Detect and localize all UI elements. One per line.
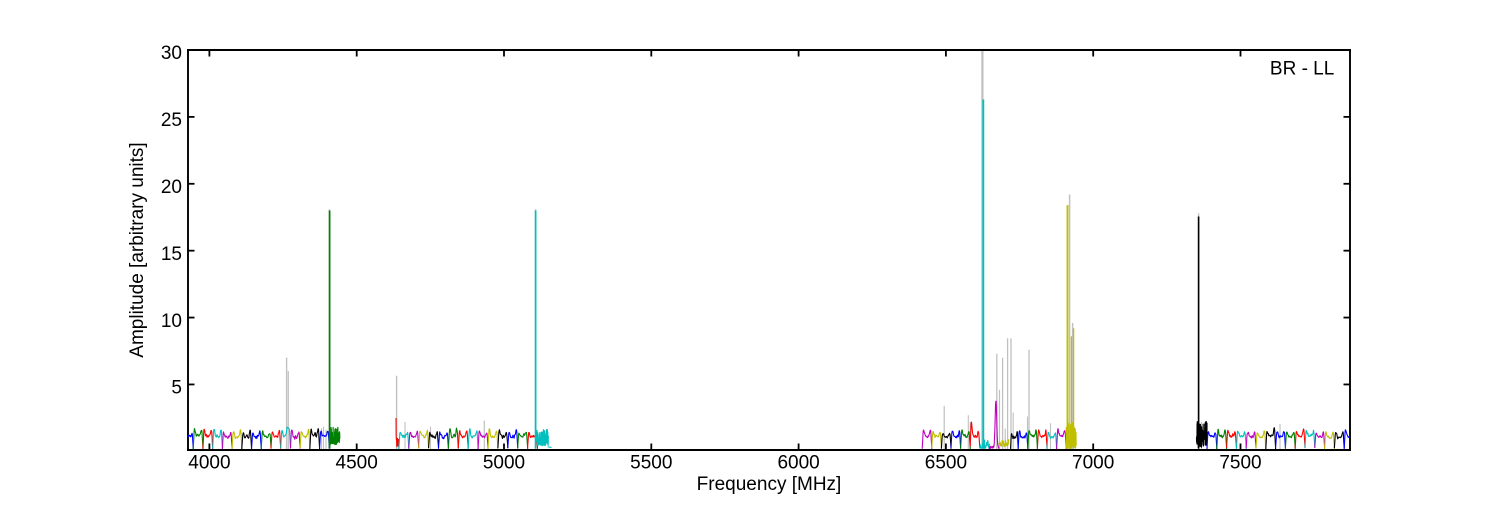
svg-text:6500: 6500 [925, 452, 967, 473]
svg-text:25: 25 [161, 110, 182, 131]
svg-text:6000: 6000 [777, 452, 819, 473]
svg-text:7500: 7500 [1219, 452, 1261, 473]
svg-text:10: 10 [161, 311, 182, 332]
svg-text:5: 5 [171, 378, 182, 399]
svg-text:15: 15 [161, 244, 182, 265]
svg-text:BR - LL: BR - LL [1270, 59, 1334, 80]
svg-text:5500: 5500 [630, 452, 672, 473]
svg-text:5000: 5000 [483, 452, 525, 473]
svg-text:Amplitude [arbitrary units]: Amplitude [arbitrary units] [127, 142, 148, 357]
svg-text:4500: 4500 [336, 452, 378, 473]
svg-text:7000: 7000 [1072, 452, 1114, 473]
svg-text:Frequency [MHz]: Frequency [MHz] [697, 474, 842, 495]
svg-text:30: 30 [161, 43, 182, 64]
svg-text:20: 20 [161, 177, 182, 198]
svg-text:4000: 4000 [188, 452, 230, 473]
